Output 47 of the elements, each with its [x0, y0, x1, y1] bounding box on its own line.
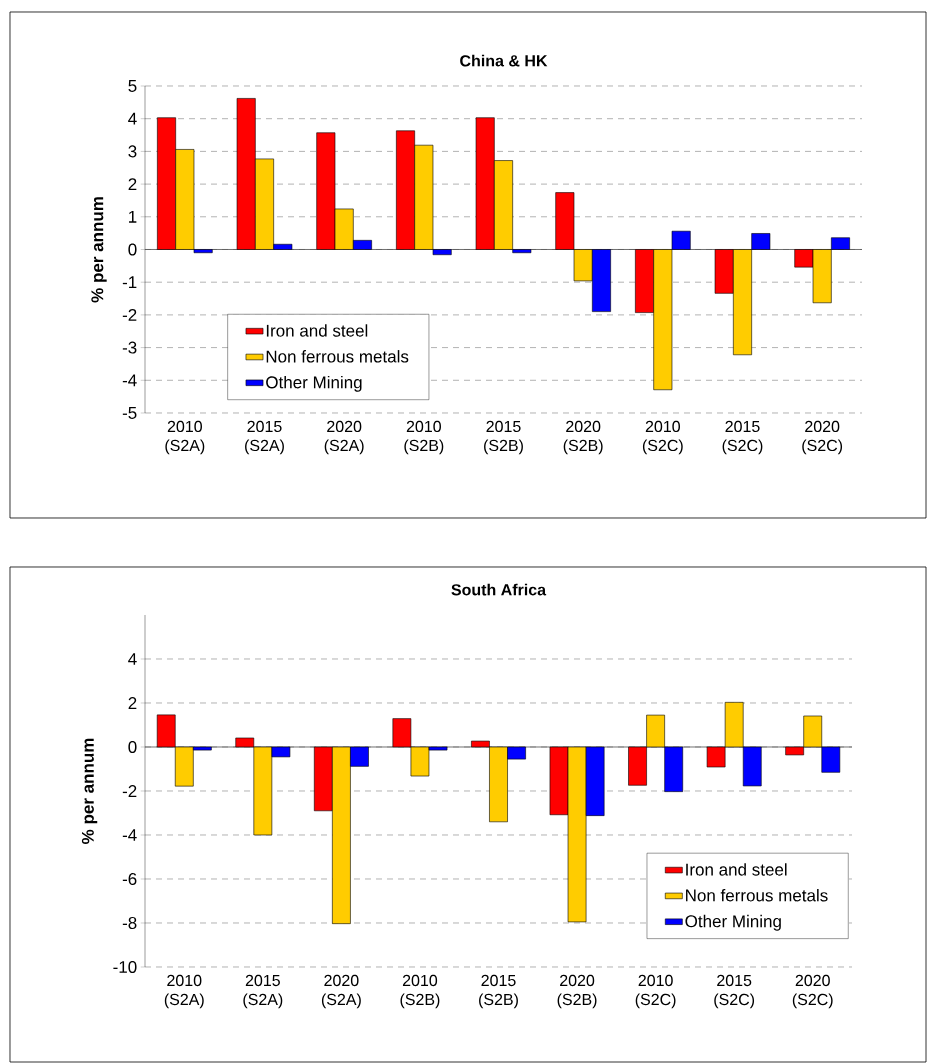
y-tick-label: 0	[128, 243, 137, 256]
legend-label: Other Mining	[266, 375, 362, 392]
x-tick-label: 2010 (S2C)	[635, 974, 676, 1009]
y-tick-label: -4	[122, 829, 137, 841]
x-tick-label: 2010 (S2C)	[642, 420, 683, 455]
y-tick-label: -6	[122, 872, 137, 886]
y-tick-label: -2	[122, 785, 137, 797]
y-tick-label: 5	[128, 80, 137, 92]
y-tick-label: 4	[128, 653, 137, 665]
x-tick-label: 2015 (S2A)	[245, 420, 284, 455]
y-tick-label: -10	[113, 960, 137, 974]
x-tick-label: 2010 (S2A)	[165, 420, 205, 455]
y-tick-label: 4	[128, 112, 137, 125]
x-tick-label: 2020 (S2B)	[557, 974, 597, 1009]
y-tick-label: 1	[129, 210, 137, 223]
x-tick-label: 2020 (S2C)	[792, 974, 833, 1009]
y-tick-label: -2	[122, 308, 137, 321]
y-tick-label: -5	[122, 407, 137, 419]
x-tick-label: 2020 (S2A)	[324, 420, 364, 455]
x-tick-label: 2015 (S2B)	[484, 420, 523, 455]
y-tick-label: -3	[122, 341, 137, 354]
y-tick-label: -1	[122, 276, 137, 289]
chart-title: China & HK	[460, 54, 548, 67]
x-tick-label: 2010 (S2B)	[404, 420, 444, 455]
x-tick-label: 2020 (S2A)	[321, 974, 361, 1009]
x-tick-label: 2015 (S2C)	[714, 974, 755, 1009]
legend-label: Other Mining	[685, 914, 781, 931]
legend-label: Non ferrous metals	[266, 350, 409, 363]
x-tick-label: 2015 (S2A)	[243, 974, 283, 1009]
y-axis-title: % per annum	[91, 197, 107, 303]
x-tick-label: 2020 (S2C)	[802, 420, 843, 455]
y-tick-label: -4	[122, 374, 137, 387]
legend-label: Iron and steel	[266, 324, 368, 337]
y-tick-label: -8	[122, 916, 137, 930]
y-tick-label: 0	[128, 740, 137, 754]
x-tick-label: 2015 (S2B)	[479, 974, 518, 1009]
chart-title: South Africa	[451, 583, 547, 596]
x-tick-label: 2015 (S2C)	[722, 420, 763, 455]
legend-label: Iron and steel	[686, 863, 787, 876]
y-tick-label: 2	[128, 178, 137, 191]
x-tick-label: 2020 (S2B)	[563, 420, 603, 455]
legend-label: Non ferrous metals	[686, 889, 828, 902]
y-tick-label: 3	[128, 145, 137, 158]
y-tick-label: 2	[128, 697, 137, 709]
x-tick-label: 2010 (S2A)	[164, 974, 204, 1009]
y-axis-title: % per annum	[81, 738, 98, 844]
x-tick-label: 2010 (S2B)	[400, 974, 440, 1009]
